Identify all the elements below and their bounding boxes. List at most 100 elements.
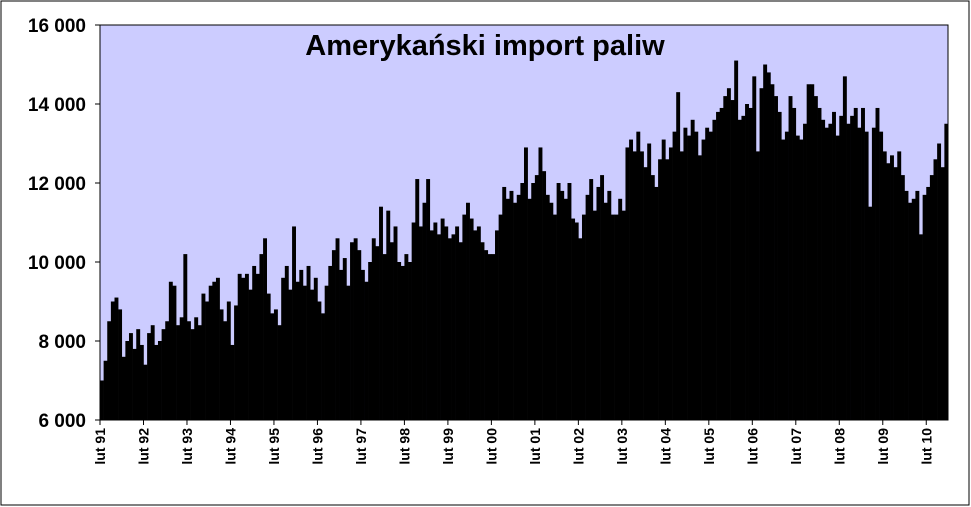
bar (125, 341, 130, 420)
bar (502, 186, 507, 420)
bar (226, 301, 231, 420)
bar (295, 281, 300, 420)
bar (426, 179, 431, 420)
bar (726, 88, 731, 420)
bar (531, 183, 536, 420)
bar (223, 321, 228, 420)
bar (654, 186, 659, 420)
bar (824, 127, 829, 420)
bar (205, 301, 210, 420)
bar (411, 222, 416, 420)
bar (382, 254, 387, 420)
bar (868, 206, 873, 420)
bar (716, 111, 720, 421)
bar (139, 344, 144, 420)
bar (636, 131, 641, 420)
bar (766, 72, 771, 421)
bar (371, 238, 376, 420)
bar (893, 167, 898, 420)
x-tick-label: lut 02 (570, 428, 586, 465)
bar (386, 210, 391, 420)
bar (618, 198, 623, 420)
bar (879, 131, 884, 420)
bar (842, 76, 847, 420)
bar (241, 277, 246, 420)
bar (832, 111, 836, 421)
bar (190, 329, 195, 420)
bar (937, 143, 942, 420)
bar (658, 159, 663, 421)
bar (900, 175, 905, 420)
x-tick-label: lut 06 (744, 428, 760, 465)
y-tick-label: 8 000 (38, 332, 86, 353)
bar (719, 107, 724, 420)
bar (944, 123, 949, 420)
bar (792, 107, 797, 420)
bar (197, 325, 202, 420)
bar (911, 198, 916, 420)
bar (252, 265, 257, 420)
bar (415, 179, 420, 420)
bar (444, 226, 449, 420)
bar (679, 151, 684, 420)
bar (915, 190, 920, 420)
y-tick-label: 16 000 (28, 16, 86, 37)
bar (861, 107, 865, 420)
bar (574, 222, 579, 420)
bar (161, 329, 166, 420)
bar (484, 250, 489, 420)
bar (339, 269, 344, 420)
bar (850, 115, 855, 420)
bar (353, 238, 358, 420)
bar (491, 254, 496, 420)
bar (875, 107, 880, 420)
bar (534, 175, 539, 420)
bar (770, 84, 775, 420)
y-tick-label: 12 000 (28, 174, 86, 195)
x-tick-label: lut 03 (614, 428, 630, 465)
bar (549, 202, 554, 420)
bar (904, 190, 909, 420)
bar (168, 281, 173, 420)
bar (607, 190, 612, 420)
bar (244, 273, 249, 420)
x-tick-label: lut 04 (657, 428, 673, 465)
bar (730, 100, 735, 421)
x-tick-label: lut 00 (483, 428, 499, 465)
bar (313, 277, 318, 420)
bar (346, 285, 351, 420)
bar (745, 104, 749, 420)
bar (621, 210, 626, 420)
bar (701, 139, 706, 421)
bar (647, 143, 652, 420)
bar (853, 107, 858, 420)
bar (890, 155, 894, 420)
bar (263, 238, 268, 420)
bar (940, 167, 945, 420)
bar (752, 76, 757, 420)
bar (451, 234, 456, 420)
x-tick-label: lut 08 (831, 428, 847, 465)
bar (128, 333, 133, 420)
bar (777, 111, 782, 421)
bar (527, 198, 532, 420)
bar (165, 321, 170, 420)
bar (183, 254, 188, 420)
bar (350, 242, 354, 420)
bar (201, 293, 206, 420)
bar (306, 265, 311, 420)
bar (273, 309, 278, 420)
bar (433, 222, 438, 420)
bar (480, 242, 485, 420)
bar (281, 277, 286, 420)
bar (516, 194, 521, 420)
bar (513, 202, 518, 420)
bar (324, 285, 329, 420)
y-tick-label: 14 000 (28, 95, 86, 116)
bar (103, 360, 108, 420)
bar (179, 317, 184, 420)
bar (629, 139, 634, 421)
bar (781, 139, 786, 421)
bar (821, 119, 826, 421)
